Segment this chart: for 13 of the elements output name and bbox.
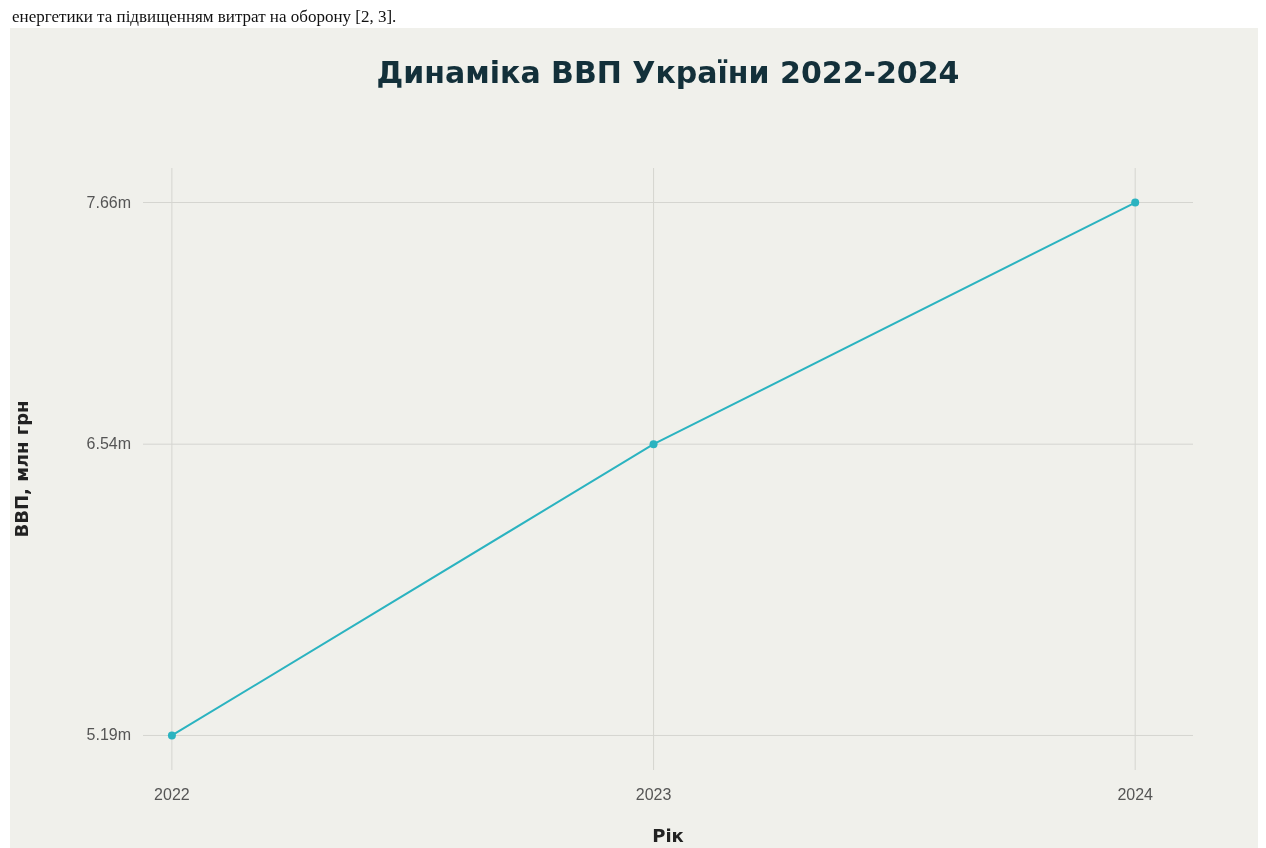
- point: [1131, 198, 1140, 207]
- text: енергетики та підвищенням витрат на оборону [2, 3].: [12, 7, 397, 26]
- point: [649, 440, 658, 449]
- point: [167, 731, 176, 740]
- x-tick-label: 2022: [154, 786, 190, 803]
- y-tick-label: 7.66m: [86, 193, 131, 211]
- chart-title: Динаміка ВВП України 2022-2024: [376, 55, 960, 90]
- x-axis-title: Рік: [652, 825, 684, 846]
- y-tick-label: 5.19m: [86, 726, 131, 744]
- x-tick-label: 2023: [635, 786, 672, 803]
- y-tick-label: 6.54m: [86, 435, 131, 453]
- x-tick-label: 2024: [1117, 786, 1154, 803]
- y-axis-title: ВВП, млн грн: [11, 400, 32, 538]
